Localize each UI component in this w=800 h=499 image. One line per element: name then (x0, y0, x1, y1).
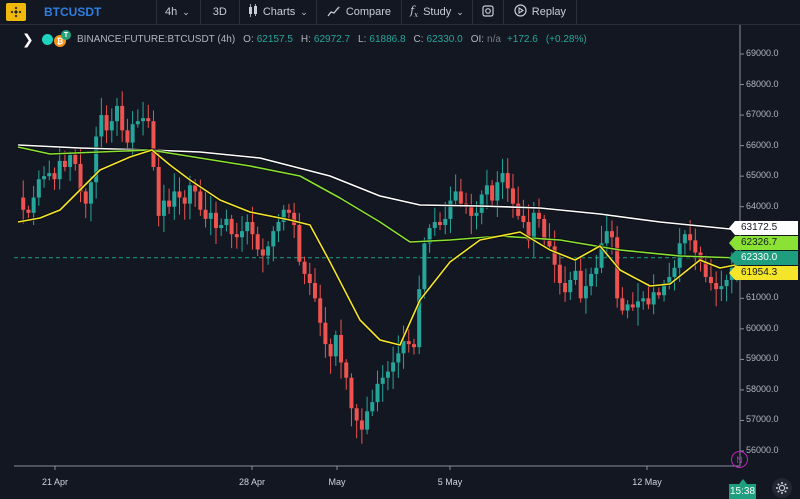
high-label: H: (300, 33, 311, 45)
price-axis-tick: 58000.0 (746, 383, 779, 394)
charts-dropdown[interactable]: Charts ⌄ (238, 0, 316, 24)
low-label: L: (358, 33, 367, 45)
price-chart[interactable] (0, 25, 800, 499)
ma-white-price-tag: 63172.5 (729, 221, 798, 235)
candlestick-icon (248, 4, 258, 20)
snapshot-button[interactable] (471, 0, 503, 24)
binance-logo-icon[interactable] (6, 3, 26, 21)
symbol-selector[interactable]: BTCUSDT (44, 5, 102, 19)
news-badge-icon[interactable]: N (731, 451, 748, 468)
tether-icon: T (61, 30, 71, 40)
view-3d-button[interactable]: 3D (199, 0, 239, 24)
price-axis-tick: 67000.0 (746, 109, 779, 120)
play-circle-icon (514, 4, 527, 20)
oi-label: OI: (470, 33, 485, 45)
camera-icon (482, 4, 494, 20)
interval-label: 4h (165, 6, 178, 18)
price-axis-tick: 59000.0 (746, 353, 779, 364)
price-axis-tick: 66000.0 (746, 139, 779, 150)
function-icon: fx (410, 4, 419, 20)
charts-label: Charts (262, 6, 296, 18)
price-axis-tick: 60000.0 (746, 322, 779, 333)
change-percent: (+0.28%) (545, 33, 587, 45)
current-time-tag: 15:38 (729, 479, 756, 499)
svg-text:+: + (337, 6, 341, 12)
chevron-down-icon: ⌄ (456, 6, 464, 17)
symbol-legend: ❯ ₿ T BINANCE:FUTURE:BTCUSDT (4h) O: 6215… (0, 28, 587, 50)
time-axis-tick: 28 Apr (238, 477, 266, 487)
price-axis-tick: 64000.0 (746, 200, 779, 211)
chevron-down-icon: ⌄ (182, 6, 190, 17)
compare-icon: + (327, 5, 341, 20)
study-dropdown[interactable]: fx Study ⌄ (401, 0, 472, 24)
legend-symbol-name: BINANCE:FUTURE:BTCUSDT (4h) (77, 33, 236, 45)
compare-button[interactable]: + Compare (315, 0, 401, 24)
close-value: 62330.0 (426, 33, 463, 45)
collapse-chevron-icon[interactable]: ❯ (22, 30, 34, 47)
price-axis-tick: 56000.0 (746, 445, 779, 456)
price-axis-tick: 65000.0 (746, 170, 779, 181)
ma-yellow-price-tag: 61954.3 (729, 266, 798, 280)
study-label: Study (423, 6, 452, 18)
change-value: +172.6 (506, 33, 538, 45)
oi-value: n/a (487, 33, 501, 45)
interval-dropdown[interactable]: 4h ⌄ (156, 0, 200, 24)
toolbar-divider (576, 0, 578, 24)
chevron-down-icon: ⌄ (300, 6, 308, 17)
time-axis-tick: May (328, 477, 346, 487)
open-label: O: (243, 33, 254, 45)
time-axis-tick: 5 May (437, 477, 463, 487)
ma-green-price-tag: 62326.7 (729, 236, 798, 250)
status-dot-icon (42, 33, 53, 45)
compare-label: Compare (345, 6, 392, 18)
settings-gear-icon[interactable] (772, 478, 792, 498)
time-axis-tick: 21 Apr (41, 477, 69, 487)
price-axis-tick: 57000.0 (746, 414, 779, 425)
high-value: 62972.7 (313, 33, 351, 45)
top-toolbar: BTCUSDT 4h ⌄ 3D Charts ⌄ + Compare fx St… (0, 0, 800, 25)
last-price-tag: 62330.0 (729, 251, 798, 265)
replay-label: Replay (531, 6, 567, 18)
time-axis-tick: 12 May (632, 477, 662, 487)
price-axis-tick: 61000.0 (746, 292, 779, 303)
open-value: 62157.5 (256, 33, 293, 45)
price-axis-tick: 68000.0 (746, 78, 779, 89)
replay-button[interactable]: Replay (502, 0, 576, 24)
price-axis-tick: 69000.0 (746, 48, 779, 58)
low-value: 61886.8 (369, 33, 406, 45)
view-3d-label: 3D (212, 6, 227, 18)
close-label: C: (413, 33, 424, 45)
